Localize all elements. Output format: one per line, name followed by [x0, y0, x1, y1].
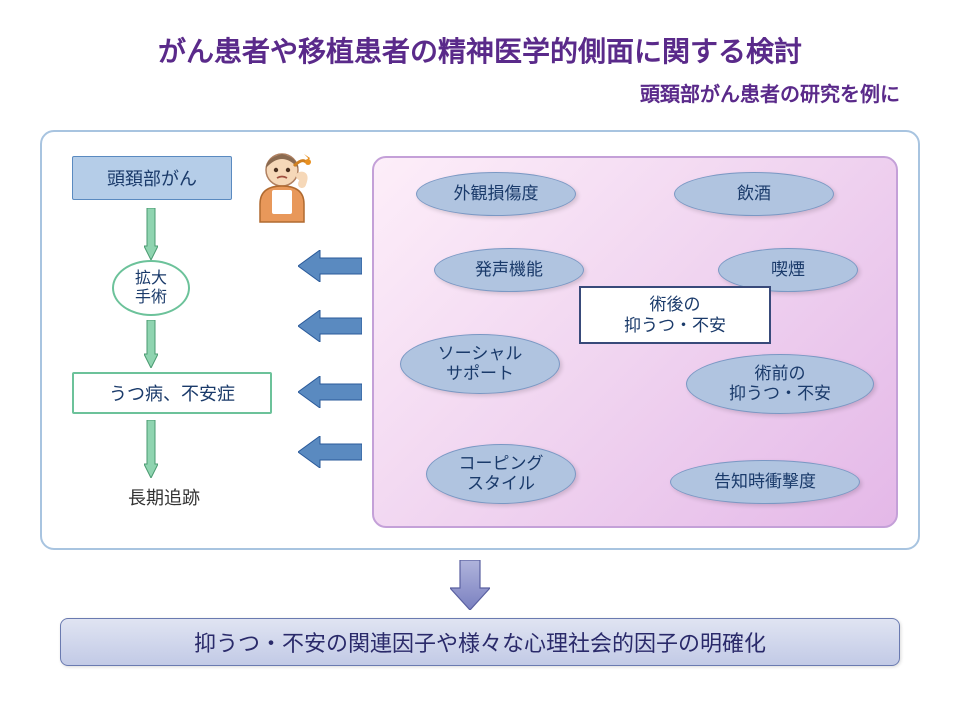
patient-icon	[242, 144, 328, 230]
oval-voice: 発声機能	[434, 248, 584, 292]
ellipse-surgery: 拡大 手術	[112, 260, 190, 316]
arrow-down-3	[144, 420, 158, 478]
box-depression: うつ病、不安症	[72, 372, 272, 414]
conclusion-bar: 抑うつ・不安の関連因子や様々な心理社会的因子の明確化	[60, 618, 900, 666]
oval-preop: 術前の 抑うつ・不安	[686, 354, 874, 414]
oval-appearance: 外観損傷度	[416, 172, 576, 216]
ellipse-surgery-label: 拡大 手術	[135, 269, 167, 307]
oval-impact: 告知時衝撃度	[670, 460, 860, 504]
slide-title: がん患者や移植患者の精神医学的側面に関する検討	[0, 30, 960, 70]
oval-social-label: ソーシャル サポート	[438, 344, 523, 385]
box-postop-label: 術後の 抑うつ・不安	[624, 294, 726, 337]
oval-preop-label: 術前の 抑うつ・不安	[729, 364, 831, 405]
slide-subtitle: 頭頚部がん患者の研究を例に	[640, 78, 900, 107]
label-followup: 長期追跡	[128, 484, 200, 510]
arrow-down-conclusion	[450, 560, 490, 610]
oval-alcohol: 飲酒	[674, 172, 834, 216]
box-postop: 術後の 抑うつ・不安	[579, 286, 771, 344]
arrow-left-3	[298, 376, 362, 408]
arrow-left-4	[298, 436, 362, 468]
arrow-left-1	[298, 250, 362, 282]
arrow-left-2	[298, 310, 362, 342]
slide: がん患者や移植患者の精神医学的側面に関する検討 頭頚部がん患者の研究を例に 頭頚…	[0, 0, 960, 720]
arrow-down-1	[144, 208, 158, 260]
oval-coping-label: コーピング スタイル	[459, 454, 544, 495]
arrow-down-2	[144, 320, 158, 368]
main-panel: 頭頚部がん 拡大 手術 うつ病、不安症	[40, 130, 920, 550]
factor-panel: 外観損傷度 飲酒 発声機能 喫煙 ソーシャル サポート 術前の 抑うつ・不安 コ…	[372, 156, 898, 528]
oval-social: ソーシャル サポート	[400, 334, 560, 394]
box-cancer: 頭頚部がん	[72, 156, 232, 200]
oval-coping: コーピング スタイル	[426, 444, 576, 504]
